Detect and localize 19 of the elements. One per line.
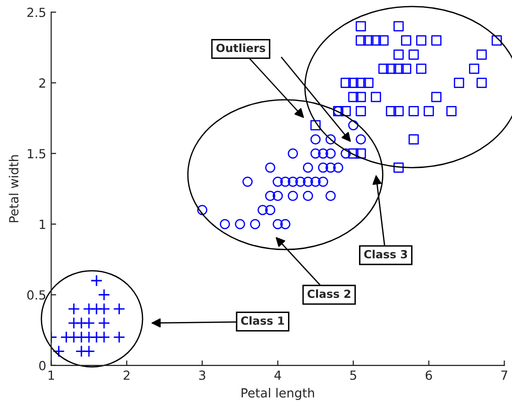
x-tick-label: 6 bbox=[426, 370, 432, 380]
annotation: Class 1 bbox=[241, 316, 284, 325]
x-tick-label: 1 bbox=[48, 370, 54, 380]
x-tick-label: 7 bbox=[501, 370, 508, 380]
y-tick-label: 1 bbox=[40, 220, 46, 229]
y-tick-label: 0 bbox=[39, 360, 46, 370]
annotation: Outliers bbox=[216, 44, 266, 52]
y-tick-label: 2.5 bbox=[27, 8, 46, 18]
annotation: Class 2 bbox=[308, 289, 350, 298]
y-tick-label: 2 bbox=[39, 78, 46, 88]
y-tick-label: 1.5 bbox=[28, 149, 46, 158]
y-tick-label: 0.5 bbox=[27, 290, 46, 300]
annotation: Class 3 bbox=[364, 250, 408, 258]
x-tick-label: 4 bbox=[274, 370, 282, 380]
x-axis-title: Petal length bbox=[242, 388, 314, 400]
x-tick-label: 5 bbox=[350, 370, 356, 380]
y-axis-title: Petal width bbox=[8, 155, 18, 222]
x-tick-label: 3 bbox=[199, 370, 206, 380]
x-tick-label: 2 bbox=[124, 370, 130, 380]
